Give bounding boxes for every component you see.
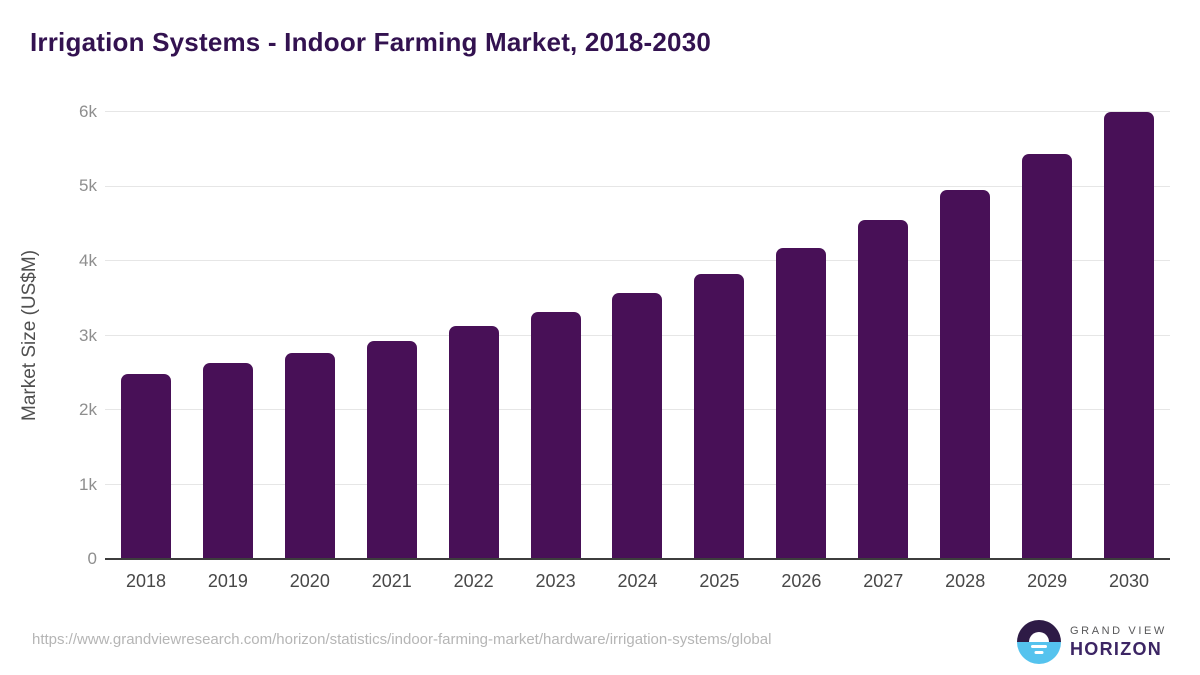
bars — [105, 112, 1170, 559]
bar-2025[interactable] — [694, 274, 745, 559]
bar-slot-2025 — [678, 112, 760, 559]
source-url: https://www.grandviewresearch.com/horizo… — [32, 631, 772, 648]
bar-slot-2024 — [597, 112, 679, 559]
bar-2021[interactable] — [366, 340, 417, 559]
x-label-2025: 2025 — [699, 571, 740, 591]
bar-2020[interactable] — [284, 352, 335, 559]
gridline-6000 — [105, 111, 1170, 112]
logo-reflection-line-2 — [1034, 651, 1044, 654]
bar-slot-2030 — [1088, 112, 1170, 559]
x-axis-labels: 2018 2019 2020 2021 2022 2023 2024 2025 2026 2027… — [105, 571, 1170, 592]
bar-slot-2023 — [515, 112, 597, 559]
plot-area — [105, 111, 1170, 560]
x-label-2028: 2028 — [945, 571, 986, 591]
bar-slot-2029 — [1006, 112, 1088, 559]
bar-2022[interactable] — [448, 325, 499, 559]
bar-2030[interactable] — [1104, 112, 1155, 559]
x-label-2029: 2029 — [1027, 571, 1068, 591]
x-label-2030: 2030 — [1109, 571, 1150, 591]
y-tick-label-0: 0 — [87, 549, 97, 568]
x-label-2027: 2027 — [863, 571, 904, 591]
bar-slot-2027 — [842, 112, 924, 559]
x-label-2026: 2026 — [781, 571, 822, 591]
logo-text-grand-view: GRAND VIEW — [1070, 624, 1167, 637]
y-tick-label-2k: 2k — [79, 399, 97, 419]
x-label-2022: 2022 — [453, 571, 494, 591]
y-tick-label-5k: 5k — [79, 176, 97, 196]
y-tick-label-1k: 1k — [79, 474, 97, 494]
gridline-4000 — [105, 260, 1170, 262]
x-label-2023: 2023 — [535, 571, 576, 591]
gridline-5000 — [105, 185, 1170, 187]
logo-reflection-line-1 — [1031, 645, 1047, 648]
x-label-2018: 2018 — [125, 571, 166, 591]
bar-2028[interactable] — [940, 190, 991, 559]
x-label-2021: 2021 — [371, 571, 412, 591]
bar-slot-2018 — [105, 112, 187, 559]
y-axis-ticks: 0 1k 2k 3k 4k 5k 6k — [0, 102, 97, 568]
logo-text-horizon: HORIZON — [1070, 638, 1163, 659]
chart-title: Irrigation Systems - Indoor Farming Mark… — [30, 27, 712, 57]
bar-slot-2021 — [351, 112, 433, 559]
bar-2023[interactable] — [530, 311, 581, 559]
y-tick-label-6k: 6k — [79, 102, 97, 121]
bar-slot-2026 — [760, 112, 842, 559]
horizon-logo-icon — [1017, 620, 1061, 664]
y-tick-label-4k: 4k — [79, 250, 97, 270]
bar-slot-2028 — [924, 112, 1006, 559]
y-tick-label-3k: 3k — [79, 325, 97, 345]
bar-2029[interactable] — [1022, 154, 1073, 559]
x-label-2024: 2024 — [617, 571, 658, 591]
bar-slot-2022 — [433, 112, 515, 559]
x-label-2019: 2019 — [207, 571, 248, 591]
bar-2027[interactable] — [858, 220, 909, 559]
x-axis-line — [105, 558, 1170, 560]
logo-sun-dome — [1029, 632, 1049, 642]
bar-2019[interactable] — [202, 363, 253, 559]
bar-2018[interactable] — [120, 373, 171, 559]
bar-2024[interactable] — [612, 293, 663, 559]
bar-slot-2020 — [269, 112, 351, 559]
x-label-2020: 2020 — [289, 571, 330, 591]
bar-2026[interactable] — [776, 248, 827, 559]
logo-text: GRAND VIEW HORIZON — [1070, 625, 1167, 660]
grand-view-horizon-logo: GRAND VIEW HORIZON — [1017, 620, 1167, 664]
bar-slot-2019 — [187, 112, 269, 559]
